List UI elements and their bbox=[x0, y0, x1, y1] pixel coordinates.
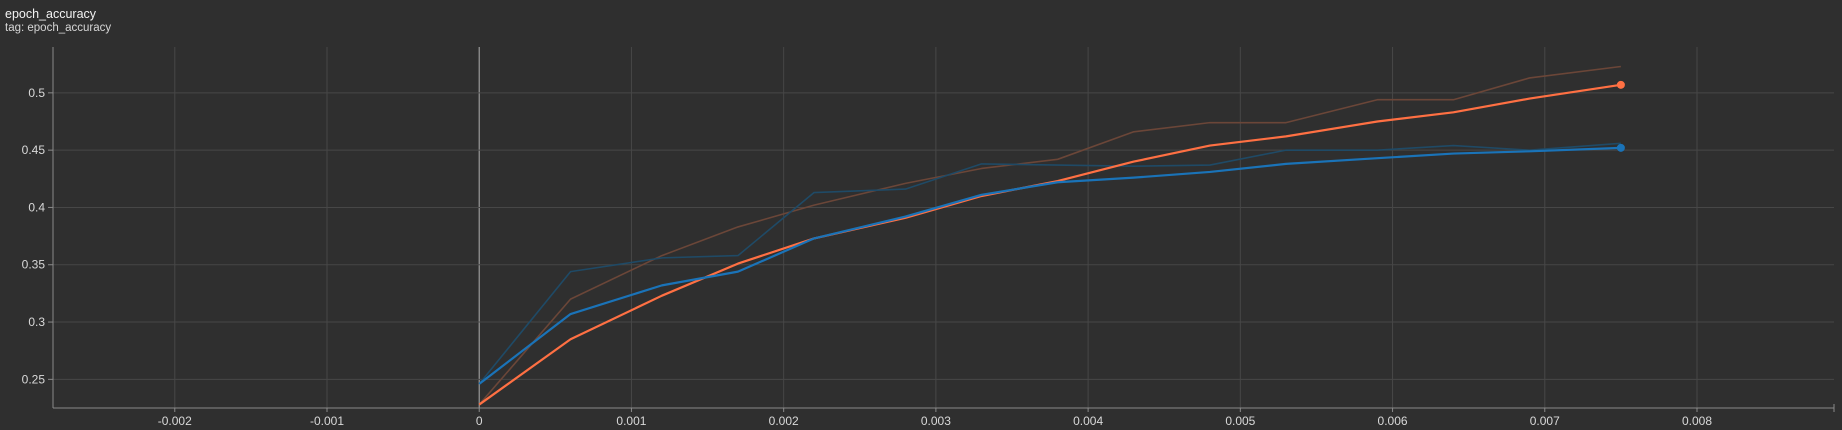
series-0-raw-line bbox=[478, 65, 1621, 406]
axes bbox=[48, 47, 1835, 412]
y-tick-label: 0.45 bbox=[22, 143, 46, 157]
y-tick-label: 0.25 bbox=[22, 372, 46, 386]
x-tick-label: 0.003 bbox=[921, 414, 951, 428]
x-tick-label: 0 bbox=[476, 414, 483, 428]
smoothed-series-lines bbox=[478, 83, 1622, 406]
series-1-end-point[interactable] bbox=[1616, 143, 1625, 152]
chart-header: epoch_accuracy tag: epoch_accuracy bbox=[5, 7, 111, 35]
series-0-smoothed-line bbox=[478, 83, 1622, 406]
y-tick-label: 0.35 bbox=[22, 258, 46, 272]
y-tick-label: 0.3 bbox=[28, 315, 45, 329]
x-tick-label: 0.001 bbox=[616, 414, 646, 428]
x-tick-label: -0.002 bbox=[158, 414, 192, 428]
y-tick-label: 0.5 bbox=[28, 86, 45, 100]
series-1-smoothed-line bbox=[478, 146, 1621, 385]
series-end-markers bbox=[1616, 80, 1625, 152]
x-tick-labels: -0.002 -0.001 0 0.001 0.002 0.003 0.004 0.005 0.… bbox=[158, 414, 1713, 428]
chart-tag: tag: epoch_accuracy bbox=[5, 22, 112, 34]
raw-series-lines bbox=[478, 65, 1621, 406]
x-tick-label: -0.001 bbox=[310, 414, 344, 428]
x-tick-label: 0.007 bbox=[1530, 414, 1560, 428]
y-tick-labels: 0.25 0.3 0.35 0.4 0.45 0.5 bbox=[22, 86, 46, 387]
x-tick-label: 0.002 bbox=[769, 414, 799, 428]
x-tick-label: 0.004 bbox=[1073, 414, 1103, 428]
x-tick-label: 0.008 bbox=[1682, 414, 1712, 428]
series-0-end-point[interactable] bbox=[1616, 80, 1625, 89]
series-1-raw-line bbox=[478, 142, 1621, 385]
y-tick-label: 0.4 bbox=[28, 200, 45, 214]
grid bbox=[53, 47, 1834, 408]
x-tick-label: 0.005 bbox=[1225, 414, 1255, 428]
chart-title: epoch_accuracy bbox=[5, 7, 97, 21]
x-tick-label: 0.006 bbox=[1378, 414, 1408, 428]
